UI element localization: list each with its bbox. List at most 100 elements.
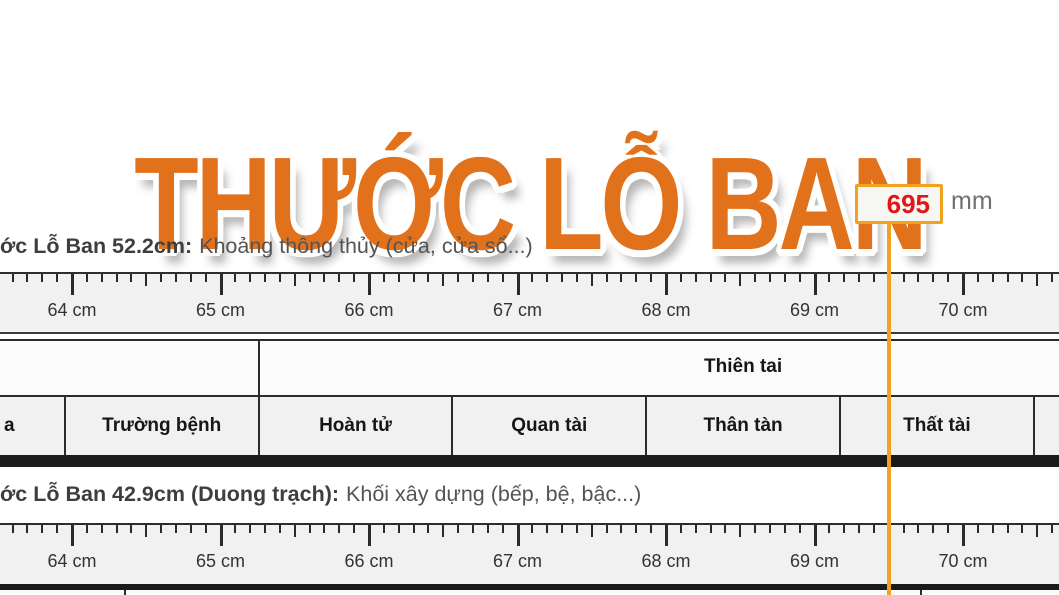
ruler-cm-label: 66 cm	[344, 300, 394, 320]
page-title: THƯỚC LỖ BAN	[134, 130, 928, 278]
ruler-522: 64 cm 65 cm 66 cm 67 cm 68 cm 69 cm 70 cm	[0, 272, 1059, 334]
ruler-tick	[85, 274, 88, 282]
ruler-tick	[442, 274, 445, 286]
ruler-tick	[798, 525, 801, 533]
sub-cung-cell-label: Thất tài	[903, 415, 971, 436]
ruler-tick	[1006, 525, 1009, 533]
ruler-tick	[278, 274, 281, 282]
cung-cell-429	[920, 590, 1059, 595]
cung-cell-429	[123, 590, 920, 595]
ruler-tick	[56, 525, 59, 533]
ruler-tick	[353, 525, 356, 533]
ruler-tick	[768, 274, 771, 282]
ruler-tick	[249, 525, 252, 533]
section-heading-522: ớc Lỗ Ban 52.2cm: Khoảng thông thủy (cửa,…	[0, 232, 533, 261]
ruler-tick	[427, 525, 430, 533]
ruler-tick	[843, 525, 846, 533]
sub-cung-cell: Thân tàn	[645, 397, 839, 455]
ruler-tick	[219, 525, 223, 546]
ruler-tick	[976, 274, 979, 282]
table-row-divider	[0, 395, 1059, 397]
ruler-tick	[41, 525, 44, 533]
ruler-tick	[932, 525, 935, 533]
ruler-tick	[947, 525, 950, 533]
ruler-tick	[813, 274, 817, 295]
sub-cung-cell-label: a	[4, 415, 15, 436]
ruler-tick	[85, 525, 88, 533]
ruler-tick	[457, 274, 460, 282]
measurement-input[interactable]: 695	[855, 184, 943, 224]
ruler-tick	[516, 525, 520, 546]
heading-429-bold: ớc Lỗ Ban 42.9cm (Duong trạch):	[0, 482, 340, 506]
ruler-tick	[338, 525, 341, 533]
ruler-tick	[1021, 274, 1024, 282]
ruler-tick	[145, 525, 148, 537]
ruler-tick	[516, 274, 520, 295]
ruler-tick	[323, 274, 326, 282]
ruler-tick	[546, 274, 549, 282]
ruler-tick	[932, 274, 935, 282]
ruler-tick	[991, 525, 994, 533]
ruler-tick	[917, 274, 920, 282]
ruler-tick	[412, 274, 415, 282]
ruler-tick	[902, 274, 905, 282]
ruler-cm-label: 68 cm	[641, 300, 691, 320]
ruler-tick	[679, 525, 682, 533]
ruler-tick	[561, 274, 564, 282]
ruler-tick	[412, 525, 415, 533]
measurement-indicator-line[interactable]	[886, 221, 891, 595]
measurement-value: 695	[886, 189, 930, 219]
ruler-tick	[397, 525, 400, 533]
ruler-tick	[145, 274, 148, 286]
sub-cung-cell: Trường bệnh	[63, 397, 258, 455]
ruler-tick	[872, 274, 875, 282]
ruler-tick	[278, 525, 281, 533]
ruler-tick	[768, 525, 771, 533]
ruler-tick	[620, 274, 623, 282]
table-top-border	[0, 339, 1059, 341]
cung-cell	[0, 339, 258, 395]
ruler-tick	[828, 525, 831, 533]
section-heading-429: ớc Lỗ Ban 42.9cm (Duong trạch): Khối xây …	[0, 480, 641, 509]
ruler-tick	[264, 274, 267, 282]
ruler-tick	[397, 274, 400, 282]
ruler-tick	[902, 525, 905, 533]
ruler-tick	[1036, 274, 1039, 286]
ruler-tick	[828, 274, 831, 282]
ruler-tick	[234, 274, 237, 282]
ruler-tick	[204, 525, 207, 533]
ruler-tick	[293, 274, 296, 286]
ruler-tick	[204, 274, 207, 282]
ruler-tick	[813, 525, 817, 546]
ruler-tick	[1021, 525, 1024, 533]
ruler-cm-label: 69 cm	[789, 551, 840, 571]
ruler-tick	[739, 525, 742, 537]
ruler-tick	[130, 274, 133, 282]
cung-cell-429	[0, 590, 124, 595]
ruler-tick	[917, 525, 920, 533]
ruler-tick	[26, 274, 29, 282]
ruler-cm-label: 65 cm	[195, 551, 246, 571]
ruler-tick	[976, 525, 979, 533]
ruler-tick	[1006, 274, 1009, 282]
ruler-tick	[546, 525, 549, 533]
ruler-tick	[382, 274, 385, 282]
ruler-tick	[1036, 525, 1039, 537]
ruler-tick	[501, 274, 504, 282]
ruler-tick	[174, 274, 177, 282]
ruler-tick	[590, 525, 593, 537]
ruler-tick	[234, 525, 237, 533]
ruler-tick	[858, 525, 861, 533]
ruler-429: 64 cm 65 cm 66 cm 67 cm 68 cm 69 cm 70 cm	[0, 523, 1059, 584]
cung-row-522	[0, 339, 1059, 397]
ruler-tick	[962, 525, 965, 546]
ruler-tick	[219, 274, 223, 295]
ruler-tick	[620, 525, 623, 533]
ruler-tick	[694, 525, 697, 533]
ruler-cm-label: 64 cm	[47, 300, 97, 320]
ruler-tick	[991, 274, 994, 282]
ruler-tick	[100, 525, 103, 533]
ruler-tick	[754, 274, 757, 282]
ruler-cm-label: 69 cm	[789, 300, 840, 320]
